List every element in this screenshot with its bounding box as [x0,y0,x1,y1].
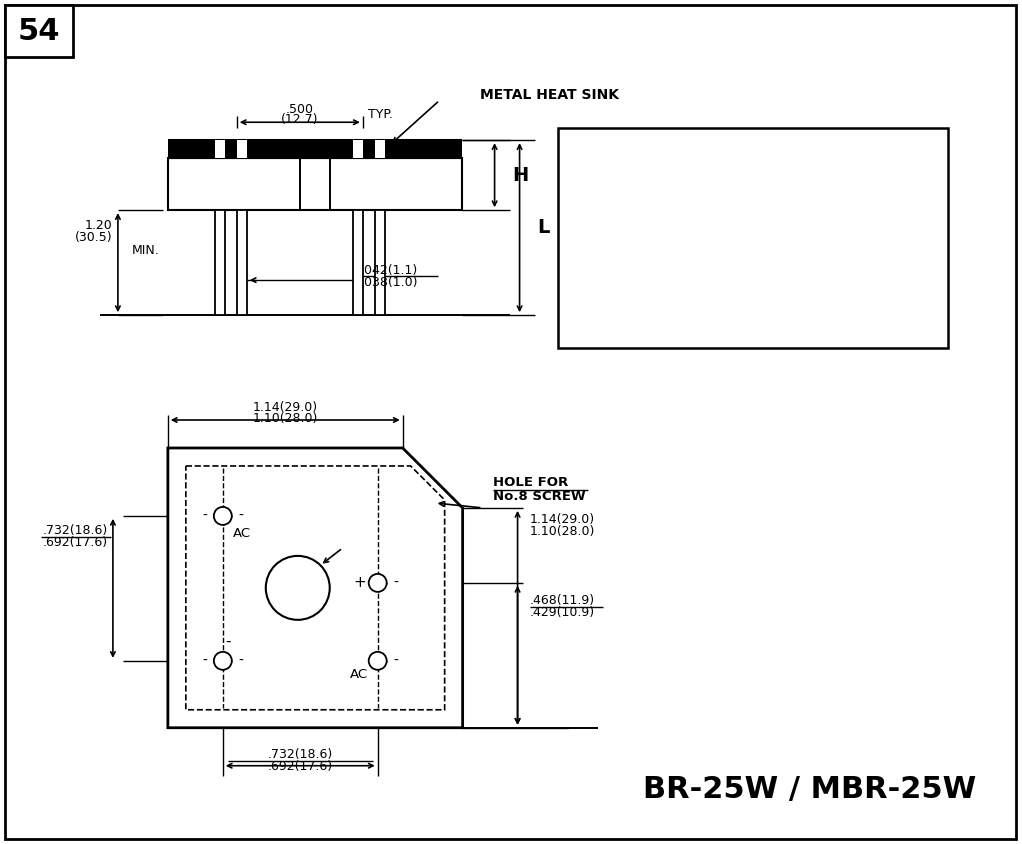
Text: .042(1.1): .042(1.1) [361,263,418,277]
Bar [375,140,384,158]
Circle shape [369,574,386,592]
Bar [215,140,225,158]
Text: BR-25W: BR-25W [650,144,743,165]
Text: -: - [393,654,399,668]
Text: BR-25W / MBR-25W: BR-25W / MBR-25W [643,775,976,804]
Text: .692(17.6): .692(17.6) [43,537,108,549]
Bar [168,140,462,158]
Text: TYP.: TYP. [368,108,392,121]
Text: MIN.: MIN. [132,244,159,257]
Text: .335(8.5): .335(8.5) [830,201,899,216]
Text: MBR-25W: MBR-25W [807,144,921,165]
Text: .692(17.6): .692(17.6) [268,760,333,773]
Text: AC: AC [350,668,368,681]
Text: .780(19.8): .780(19.8) [657,309,736,323]
Text: HOLE FOR: HOLE FOR [493,477,568,490]
Text: No.8 SCREW: No.8 SCREW [493,490,586,503]
Bar [375,210,384,315]
Text: METAL HEAT SINK: METAL HEAT SINK [479,89,618,102]
Text: .760(19.3): .760(19.3) [656,284,736,300]
Text: L: L [578,299,591,317]
Text: 1.14(29.0): 1.14(29.0) [529,513,595,527]
Bar [353,210,363,315]
Text: +: + [354,576,366,590]
Text: .732(18.6): .732(18.6) [43,524,108,538]
Text: -: - [238,509,243,523]
Polygon shape [168,448,463,728]
Bar [168,158,462,210]
Text: H: H [513,165,528,185]
Text: 1.14(29.0): 1.14(29.0) [252,401,318,414]
Text: .295(7.5): .295(7.5) [830,225,899,240]
Text: H: H [576,214,593,234]
Text: -: - [202,509,207,523]
Circle shape [266,556,330,619]
Text: .429(10.9): .429(10.9) [529,606,595,619]
Bar [215,210,225,315]
Text: .468(11.9): .468(11.9) [529,594,595,608]
Text: -: - [225,633,231,648]
Text: 1.10(28.0): 1.10(28.0) [529,526,595,538]
Text: .500: .500 [286,103,314,116]
Text: (30.5): (30.5) [76,230,112,244]
Bar [558,128,948,348]
Bar [5,5,73,57]
Text: .421(10.7): .421(10.7) [657,225,736,240]
Text: L: L [538,218,550,237]
Text: AC: AC [233,528,251,540]
Bar [353,140,363,158]
Text: (12.7): (12.7) [281,113,319,126]
Text: .906(23.0): .906(23.0) [825,309,904,323]
Bar [237,210,246,315]
Text: 1.10(28.0): 1.10(28.0) [252,412,318,425]
Text: 1.20: 1.20 [85,219,112,231]
Text: .732(18.6): .732(18.6) [268,749,333,761]
Text: .038(1.0): .038(1.0) [361,276,418,289]
Circle shape [214,652,232,670]
Text: -: - [238,654,243,668]
Circle shape [369,652,386,670]
Bar [237,140,246,158]
Text: .866(22.0): .866(22.0) [825,284,904,300]
Text: -: - [202,654,207,668]
Text: No.: No. [569,145,601,163]
Circle shape [214,507,232,525]
Text: .441(11.2): .441(11.2) [657,201,736,216]
Text: 54: 54 [17,17,60,46]
Text: -: - [393,576,399,590]
